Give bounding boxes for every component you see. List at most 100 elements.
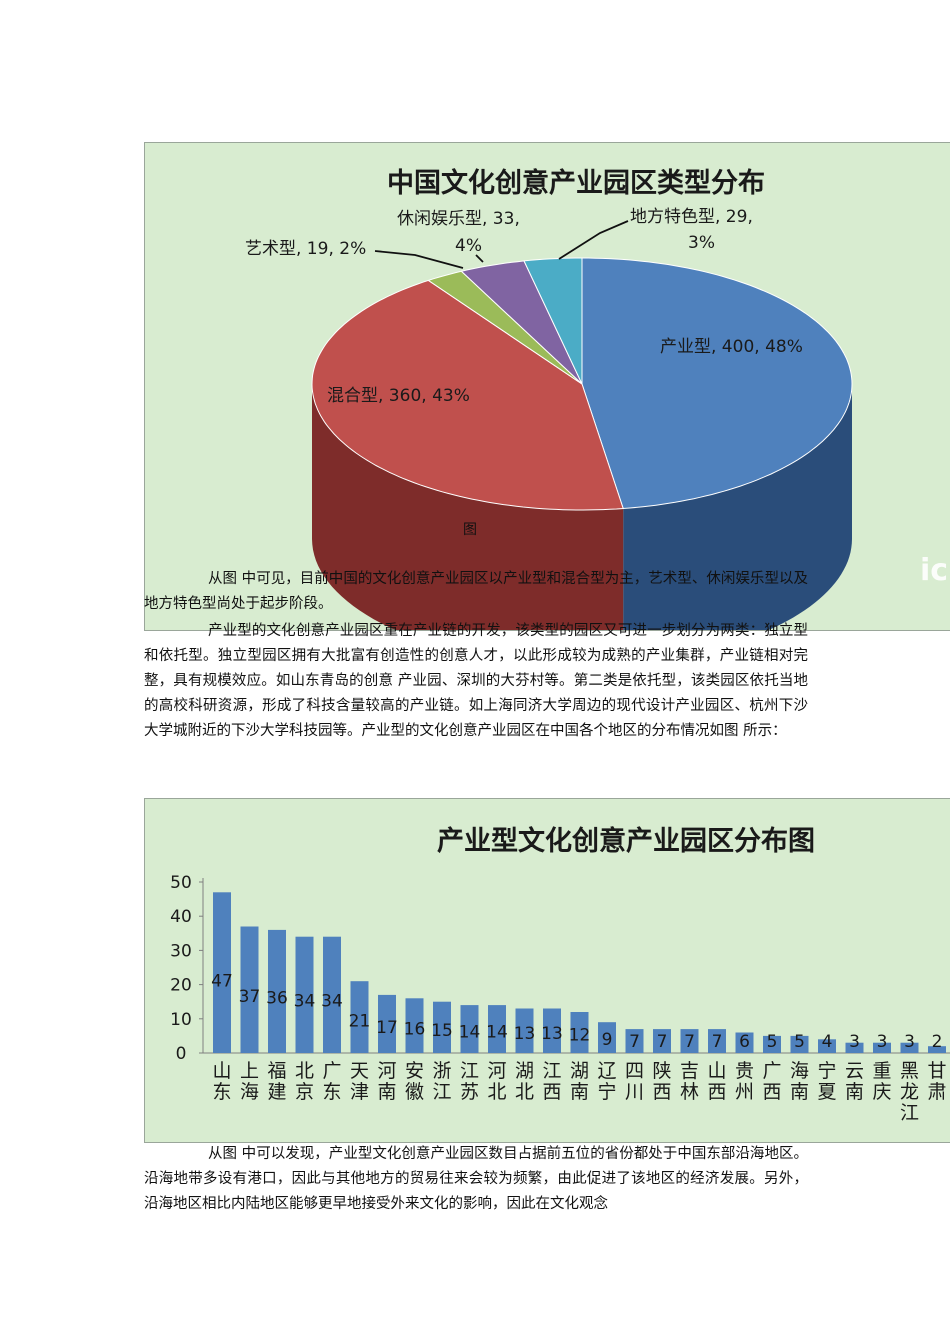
bar-吉林 xyxy=(680,1029,699,1053)
bar-云南 xyxy=(845,1042,864,1053)
bar-value-label: 4 xyxy=(822,1032,833,1052)
pie-label-地方特色型-2: 3% xyxy=(688,233,715,253)
category-label-四川: 四 xyxy=(625,1060,644,1082)
bar-value-label: 13 xyxy=(514,1024,536,1044)
bar-value-label: 34 xyxy=(294,992,316,1012)
bar-value-label: 34 xyxy=(321,992,343,1012)
category-label-广东: 东 xyxy=(322,1081,341,1103)
bar-value-label: 37 xyxy=(239,987,261,1007)
category-label-安徽: 安 xyxy=(405,1060,424,1082)
category-label-浙江: 浙 xyxy=(432,1060,451,1082)
category-label-重庆: 庆 xyxy=(872,1081,891,1103)
bar-value-label: 9 xyxy=(602,1030,613,1050)
category-label-河北: 河 xyxy=(487,1060,506,1082)
category-label-甘肃: 甘 xyxy=(927,1060,946,1082)
category-label-河南: 南 xyxy=(377,1081,396,1103)
category-label-陕西: 陕 xyxy=(652,1060,671,1082)
pie-slice-地方特色型 xyxy=(523,257,583,385)
bar-value-label: 21 xyxy=(349,1012,371,1032)
pie-label-艺术型: 艺术型, 19, 2% xyxy=(245,239,366,259)
category-label-吉林: 吉 xyxy=(680,1060,699,1082)
bar-湖南 xyxy=(570,1012,589,1053)
category-label-重庆: 重 xyxy=(872,1060,891,1082)
bar-江西 xyxy=(543,1008,561,1053)
category-label-广西: 广 xyxy=(762,1060,781,1082)
bar-value-label: 14 xyxy=(459,1023,481,1043)
category-label-宁夏: 宁 xyxy=(817,1060,836,1082)
category-label-甘肃: 肃 xyxy=(927,1081,946,1103)
bar-广东 xyxy=(323,936,341,1053)
category-label-江西: 江 xyxy=(542,1060,561,1082)
category-label-湖北: 北 xyxy=(515,1081,534,1103)
watermark: ic xyxy=(920,553,949,588)
category-label-山西: 山 xyxy=(707,1060,726,1082)
pie-label-产业型: 产业型, 400, 48% xyxy=(660,337,803,357)
y-tick-label: 20 xyxy=(170,976,192,996)
bar-四川 xyxy=(625,1029,644,1053)
bar-北京 xyxy=(295,936,314,1053)
y-tick-label: 50 xyxy=(170,873,192,893)
category-label-江苏: 江 xyxy=(460,1060,479,1082)
bar-value-label: 12 xyxy=(569,1026,591,1046)
category-label-黑龙江: 江 xyxy=(900,1102,919,1124)
category-label-吉林: 林 xyxy=(680,1081,699,1103)
category-label-安徽: 徽 xyxy=(405,1081,424,1103)
pie-chart-panel: 中国文化创意产业园区类型分布 产业型, 400, 48% 混合型, 360, 43… xyxy=(144,142,950,631)
bar-value-label: 5 xyxy=(767,1032,778,1052)
paragraph-3-text: 从图 中可以发现，产业型文化创意产业园区数目占据前五位的省份都处于中国东部沿海地… xyxy=(144,1146,808,1212)
bar-陕西 xyxy=(653,1029,671,1053)
bar-value-label: 47 xyxy=(211,972,233,992)
bar-value-label: 14 xyxy=(486,1023,508,1043)
bar-value-label: 7 xyxy=(712,1032,723,1052)
pie-label-休闲娱乐型-1: 休闲娱乐型, 33, xyxy=(397,209,520,229)
bar-value-label: 7 xyxy=(657,1032,668,1052)
category-label-四川: 川 xyxy=(625,1081,644,1103)
category-label-福建: 建 xyxy=(267,1081,286,1103)
pie-chart: 产业型, 400, 48% 混合型, 360, 43% 艺术型, 19, 2% 休闲娱… xyxy=(245,207,853,630)
bar-河北 xyxy=(488,1005,506,1053)
category-label-海南: 南 xyxy=(790,1081,809,1103)
category-label-山西: 西 xyxy=(707,1081,726,1103)
pie-leader-休闲娱乐型 xyxy=(475,254,484,263)
bar-辽宁 xyxy=(598,1022,616,1053)
bar-山东 xyxy=(213,892,231,1053)
category-label-黑龙江: 龙 xyxy=(900,1081,919,1103)
pie-slice-产业型 xyxy=(581,257,853,510)
paragraph-3: 从图 中可以发现，产业型文化创意产业园区数目占据前五位的省份都处于中国东部沿海地… xyxy=(144,1142,808,1217)
bar-value-label: 2 xyxy=(932,1032,943,1052)
paragraph-2: 产业型的文化创意产业园区重在产业链的开发，该类型的园区又可进一步划分为两类：独立… xyxy=(144,619,808,744)
bar-value-label: 17 xyxy=(376,1018,398,1038)
bar-天津 xyxy=(350,981,369,1053)
pie-side-0 xyxy=(623,384,852,630)
category-label-湖南: 南 xyxy=(570,1081,589,1103)
bar-贵州 xyxy=(735,1032,754,1053)
category-label-辽宁: 宁 xyxy=(597,1081,616,1103)
category-label-贵州: 贵 xyxy=(735,1060,754,1082)
bar-value-label: 3 xyxy=(877,1032,888,1052)
bar-广西 xyxy=(763,1035,781,1053)
paragraph-2-text: 产业型的文化创意产业园区重在产业链的开发，该类型的园区又可进一步划分为两类：独立… xyxy=(144,623,808,739)
category-label-天津: 天 xyxy=(350,1060,369,1082)
y-tick-label: 40 xyxy=(170,907,192,927)
paragraph-1-text: 从图 中可见，目前中国的文化创意产业园区以产业型和混合型为主，艺术型、休闲娱乐型… xyxy=(144,571,808,612)
category-label-福建: 福 xyxy=(267,1060,286,1082)
bar-福建 xyxy=(268,929,286,1053)
category-label-湖北: 湖 xyxy=(515,1060,534,1082)
category-label-黑龙江: 黑 xyxy=(900,1060,919,1082)
pie-caption: 图 xyxy=(463,522,477,538)
bar-上海 xyxy=(240,926,259,1053)
category-label-陕西: 西 xyxy=(652,1081,671,1103)
bar-山西 xyxy=(708,1029,726,1053)
pie-label-混合型: 混合型, 360, 43% xyxy=(327,386,470,406)
bar-甘肃 xyxy=(928,1046,946,1053)
bar-宁夏 xyxy=(818,1039,836,1053)
category-label-河北: 北 xyxy=(487,1081,506,1103)
category-label-湖南: 湖 xyxy=(570,1060,589,1082)
bar-value-label: 7 xyxy=(629,1032,640,1052)
category-label-贵州: 州 xyxy=(735,1081,754,1103)
bar-chart-panel: 产业型文化创意产业园区分布图 0 10 20 30 40 50 47 山东 37 上海 36 福建 34… xyxy=(144,798,950,1143)
pie-slice-休闲娱乐型 xyxy=(460,260,583,385)
pie-side-1 xyxy=(312,384,624,630)
pie-slice-艺术型 xyxy=(427,270,583,385)
bar-海南 xyxy=(790,1035,809,1053)
